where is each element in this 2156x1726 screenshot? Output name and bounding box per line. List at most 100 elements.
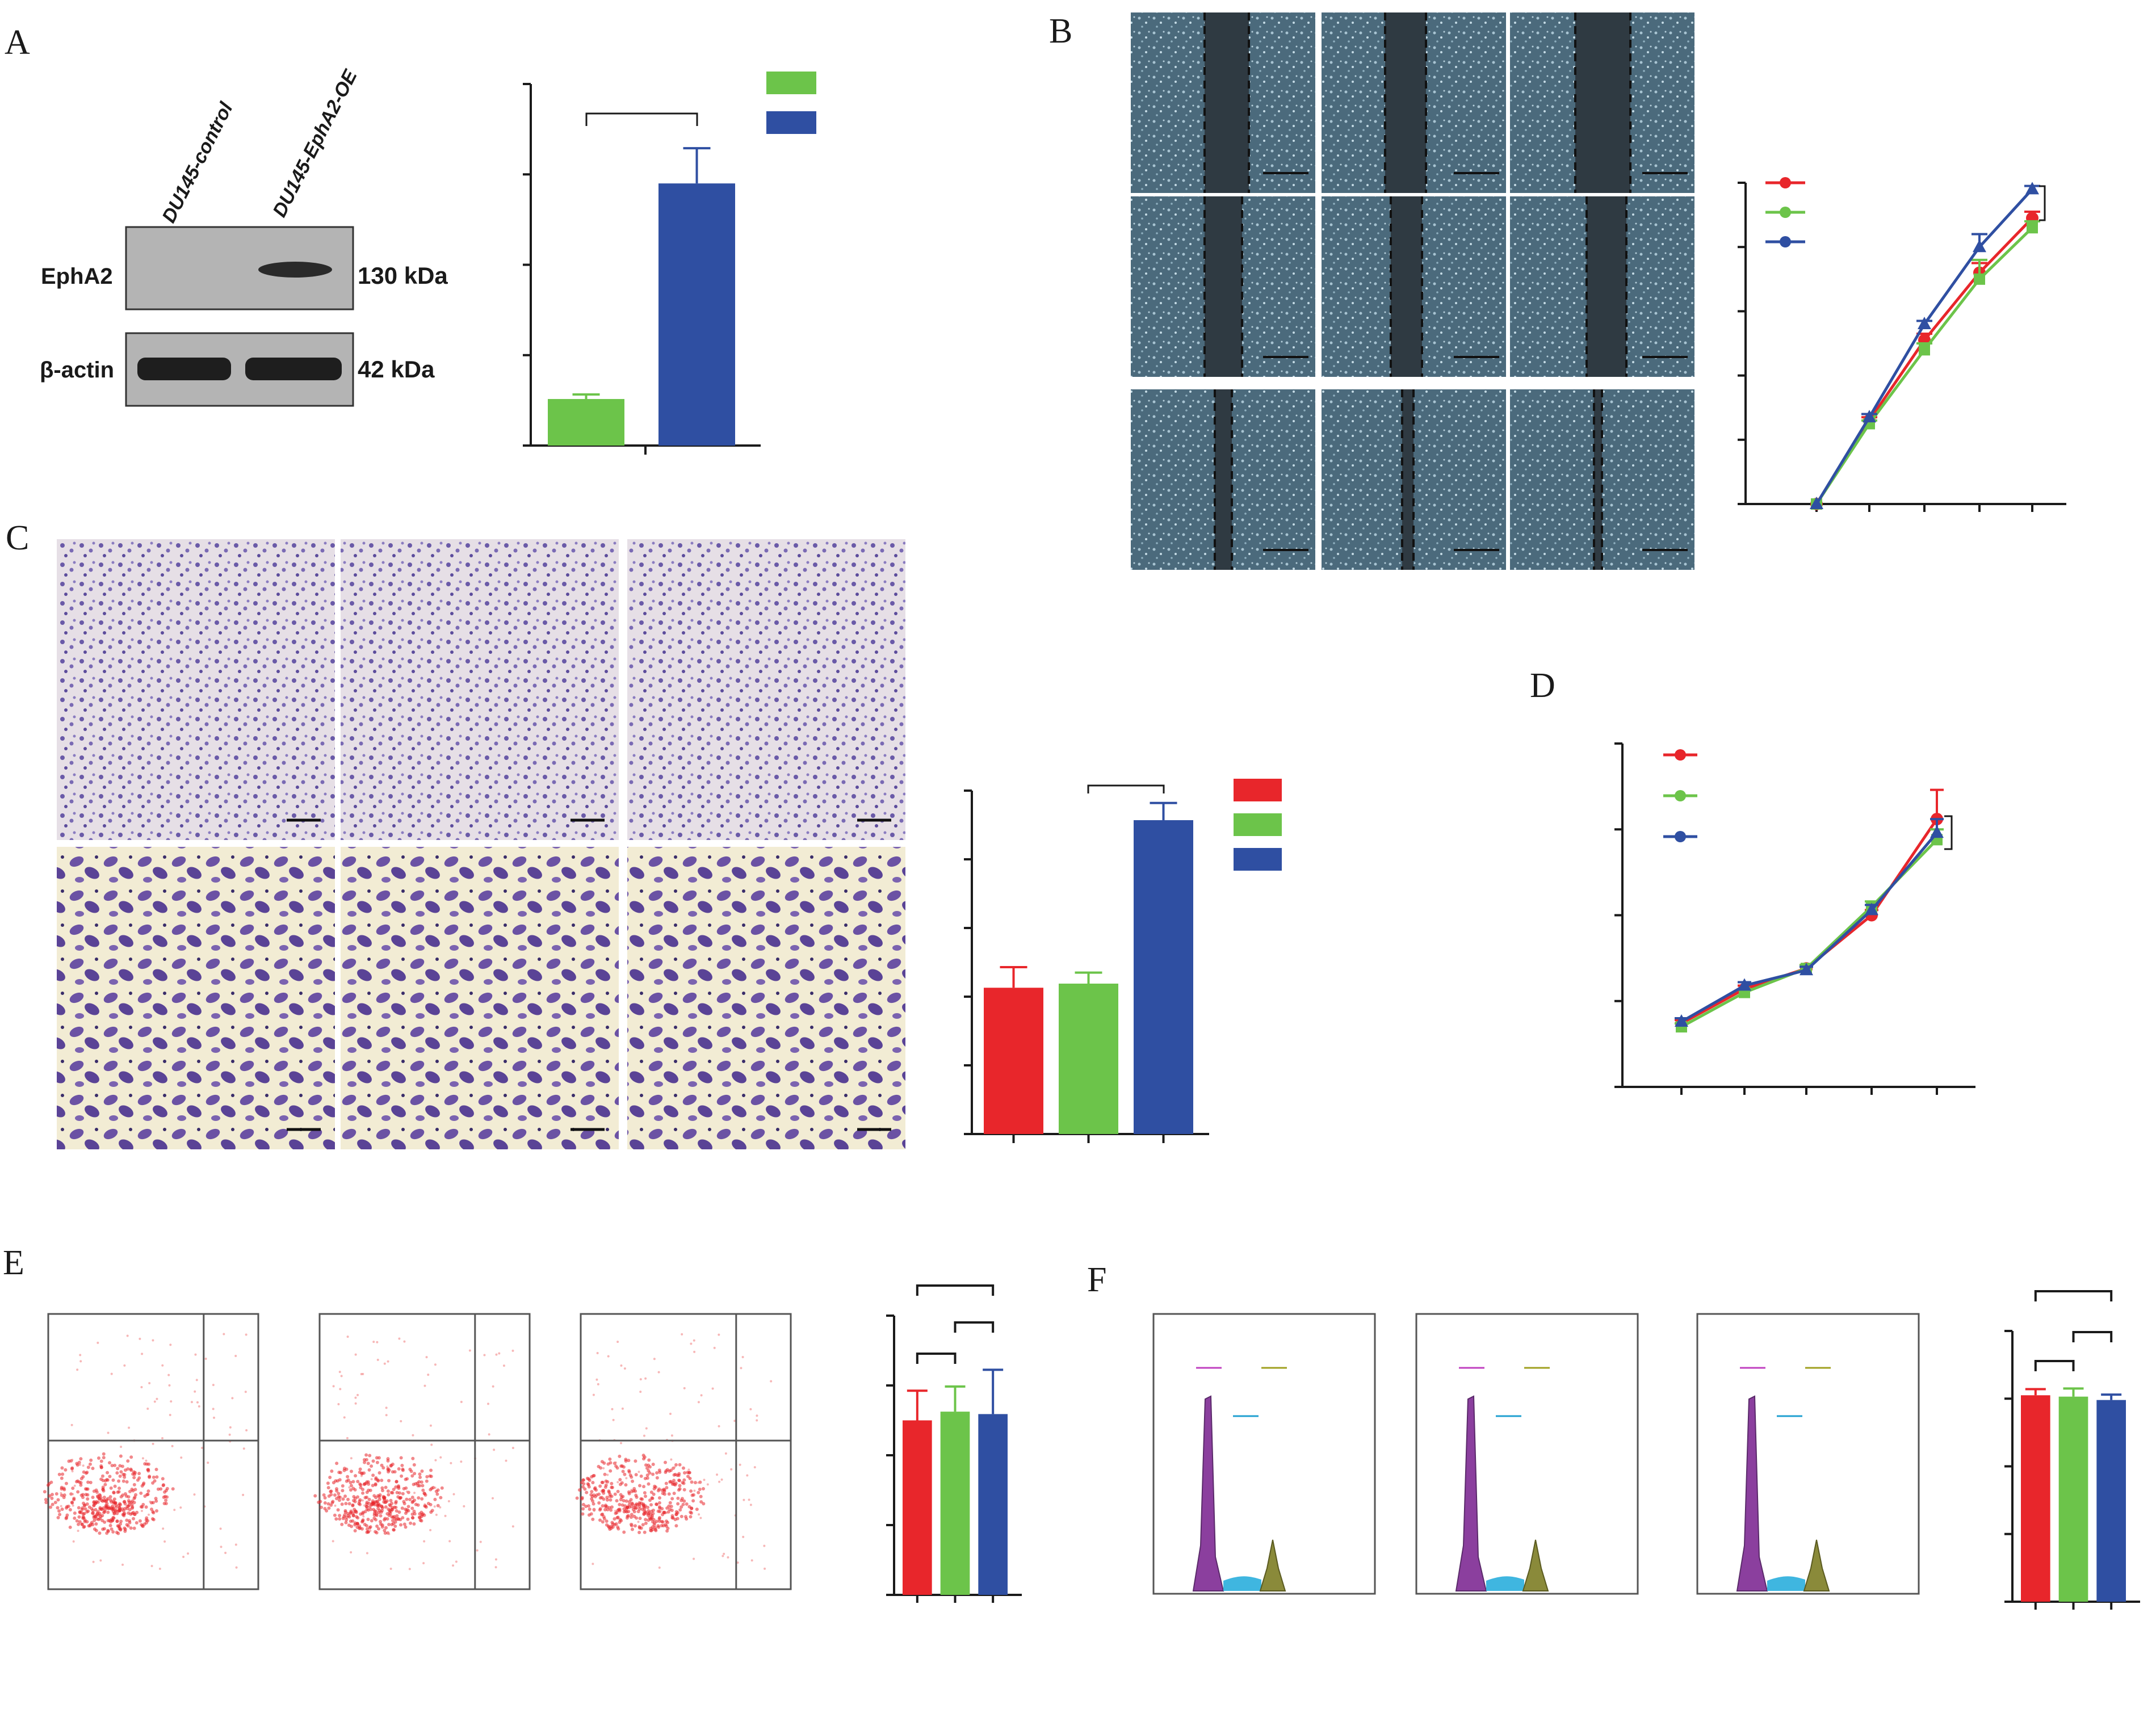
event-dot [125,1480,129,1484]
event-dot [396,1517,399,1519]
sig-bracket [916,1284,995,1296]
event-dot [336,1508,340,1512]
event-dot [657,1487,661,1491]
event-dot [346,1514,350,1518]
event-dot [115,1519,119,1523]
legend-swatch [766,111,816,134]
event-dot [374,1496,378,1500]
chart-a-mrna [523,72,816,455]
event-dot [383,1531,387,1535]
event-dot [329,1503,333,1507]
event-dot [746,1474,749,1477]
event-dot [70,1500,74,1504]
event-dot [47,1482,51,1486]
event-dot [338,1371,341,1374]
g2-peak [1259,1539,1286,1591]
panel-d-label: D [1530,666,1555,705]
event-dot [126,1524,130,1528]
event-dot [648,1498,652,1502]
event-dot [620,1364,623,1367]
event-dot [354,1353,357,1356]
event-dot [603,1472,607,1476]
event-dot [229,1426,232,1429]
event-dot [652,1492,656,1496]
event-dot [224,1552,227,1555]
event-dot [195,1379,198,1381]
event-dot [606,1462,610,1466]
event-dot [373,1509,377,1513]
event-dot [102,1496,106,1500]
sig-bracket [2039,185,2046,221]
event-dot [611,1408,614,1410]
event-dot [603,1507,607,1511]
legend-marker [1675,790,1686,801]
panel-a-label: A [5,23,30,62]
event-dot [150,1565,153,1568]
event-dot [676,1496,680,1500]
event-dot [376,1502,380,1506]
event-dot [397,1491,401,1495]
event-dot [244,1391,247,1393]
event-dot [128,1489,132,1493]
event-dot [212,1408,215,1410]
event-dot [418,1484,422,1488]
event-dot [120,1446,123,1448]
event-dot [124,1494,128,1498]
event-dot [367,1497,371,1501]
transwell-images [57,539,905,1149]
event-dot [658,1470,662,1474]
event-dot [429,1475,433,1479]
event-dot [242,1493,245,1496]
event-dot [697,1401,700,1404]
event-dot [376,1358,379,1361]
legend-swatch [1234,848,1282,871]
event-dot [511,1447,514,1450]
event-dot [379,1514,383,1518]
event-dot [702,1502,706,1506]
sig-bracket [1087,784,1165,793]
event-dot [113,1463,117,1467]
event-dot [101,1527,105,1531]
bar [978,1414,1008,1595]
event-dot [616,1527,620,1531]
point [1863,410,1876,423]
event-dot [92,1489,96,1493]
event-dot [327,1494,331,1498]
event-dot [91,1496,95,1500]
event-dot [60,1485,64,1489]
event-dot [627,1503,631,1507]
event-dot [395,1514,399,1518]
event-dot [111,1516,115,1520]
event-dot [619,1442,622,1444]
event-dot [693,1489,696,1492]
event-dot [220,1546,223,1548]
event-dot [60,1505,62,1507]
event-dot [649,1490,653,1494]
cycle-plot-frame [1415,1313,1639,1595]
event-dot [374,1482,377,1486]
event-dot [194,1353,197,1356]
event-dot [597,1501,601,1505]
event-dot [647,1509,651,1513]
event-dot [127,1511,131,1515]
event-dot [683,1471,687,1475]
event-dot [430,1486,434,1490]
event-dot [317,1500,321,1504]
event-dot [92,1514,96,1518]
event-dot [346,1336,349,1338]
event-dot [127,1503,131,1507]
event-dot [375,1525,379,1528]
event-dot [170,1400,173,1403]
event-dot [657,1505,661,1509]
band-actin-control [137,358,231,380]
event-dot [422,1562,425,1565]
event-dot [337,1495,341,1499]
cell-cycle-plots [1152,1313,1920,1595]
event-dot [583,1487,587,1491]
event-dot [592,1393,595,1396]
event-dot [623,1472,627,1476]
event-dot [107,1431,110,1434]
event-dot [606,1507,610,1511]
event-dot [353,1528,357,1532]
event-dot [669,1468,673,1472]
